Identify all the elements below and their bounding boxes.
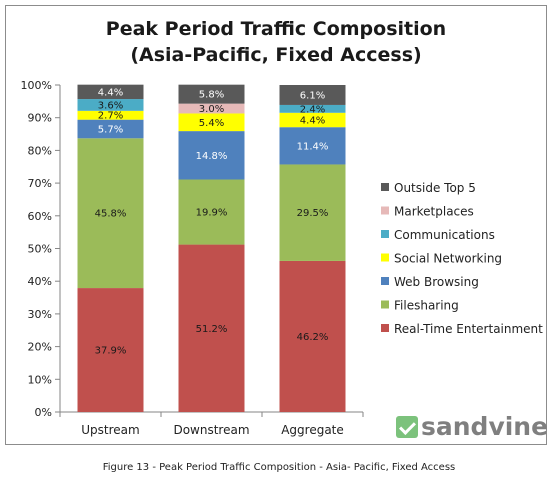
y-tick-label: 70%: [28, 177, 52, 190]
bar-segment-downstream-outside-top-5: [178, 84, 245, 104]
y-tick-label: 100%: [21, 79, 52, 92]
y-tick-label: 60%: [28, 210, 52, 223]
legend-label: Outside Top 5: [394, 181, 476, 195]
data-label: 2.7%: [98, 111, 123, 122]
data-label: 37.9%: [95, 346, 127, 357]
data-label: 11.4%: [297, 141, 329, 152]
bar-segment-downstream-social-networking: [178, 113, 245, 132]
bar-segment-upstream-social-networking: [77, 110, 144, 120]
bar-segment-downstream-web-browsing: [178, 131, 245, 180]
bar-segment-aggregate-communications: [279, 104, 346, 113]
data-label: 45.8%: [95, 209, 127, 220]
data-label: 4.4%: [98, 87, 123, 98]
legend-swatch: [381, 253, 389, 262]
y-tick-label: 90%: [28, 112, 52, 125]
category-label: Aggregate: [281, 423, 344, 437]
legend-swatch: [381, 230, 389, 238]
data-label: 14.8%: [196, 151, 228, 162]
legend-label: Communications: [394, 228, 495, 242]
bar-segment-aggregate-web-browsing: [279, 127, 346, 165]
legend-label: Social Networking: [394, 252, 502, 266]
bar-segment-downstream-marketplaces: [178, 103, 245, 114]
legend-swatch: [381, 183, 389, 191]
bar-segment-upstream-outside-top-5: [77, 84, 144, 100]
category-label: Upstream: [81, 423, 139, 437]
data-label: 3.0%: [199, 104, 224, 115]
bar-segment-upstream-filesharing: [77, 138, 144, 289]
data-label: 6.1%: [300, 90, 325, 101]
data-label: 5.8%: [199, 90, 224, 101]
bar-segment-aggregate-social-networking: [279, 112, 346, 128]
legend-swatch: [381, 324, 389, 332]
chart-title-line-1: Peak Period Traffic Composition: [106, 18, 446, 40]
bar-segment-upstream-communications: [77, 99, 144, 111]
figure-caption: Figure 13 - Peak Period Traffic Composit…: [102, 462, 456, 473]
data-label: 51.2%: [196, 324, 228, 335]
data-label: 29.5%: [297, 208, 329, 219]
data-label: 5.4%: [199, 118, 224, 129]
bar-segment-aggregate-real-time-entertainment: [279, 260, 346, 412]
y-tick-label: 0%: [35, 406, 52, 419]
data-label: 5.7%: [98, 124, 123, 135]
y-tick-label: 40%: [28, 275, 52, 288]
data-label: 2.4%: [300, 104, 325, 115]
legend-label: Filesharing: [394, 299, 459, 313]
legend-swatch: [381, 206, 389, 215]
y-tick-label: 20%: [28, 341, 52, 354]
legend-label: Real-Time Entertainment: [394, 322, 543, 336]
y-tick-label: 30%: [28, 308, 52, 321]
data-label: 4.4%: [300, 115, 325, 126]
sandvine-logo-text: sandvine: [421, 412, 549, 441]
bar-segment-aggregate-outside-top-5: [279, 85, 346, 105]
chart-title-line-2: (Asia-Pacific, Fixed Access): [130, 44, 421, 66]
y-tick-label: 50%: [28, 243, 52, 256]
legend-swatch: [381, 300, 389, 309]
data-label: 19.9%: [196, 208, 228, 219]
y-tick-label: 10%: [28, 373, 52, 386]
y-tick-label: 80%: [28, 144, 52, 157]
legend-label: Marketplaces: [394, 205, 474, 219]
bar-segment-upstream-real-time-entertainment: [77, 288, 144, 412]
bar-segment-aggregate-filesharing: [279, 164, 346, 261]
data-label: 3.6%: [98, 100, 123, 111]
data-label: 46.2%: [297, 332, 329, 343]
bar-segment-upstream-web-browsing: [77, 119, 144, 139]
bar-segment-downstream-real-time-entertainment: [178, 244, 245, 412]
sandvine-check-icon: [396, 416, 418, 438]
bar-segment-downstream-filesharing: [178, 179, 245, 245]
category-label: Downstream: [173, 423, 249, 437]
legend-label: Web Browsing: [394, 275, 479, 289]
legend-swatch: [381, 277, 389, 285]
sandvine-logo: sandvine: [396, 412, 549, 441]
